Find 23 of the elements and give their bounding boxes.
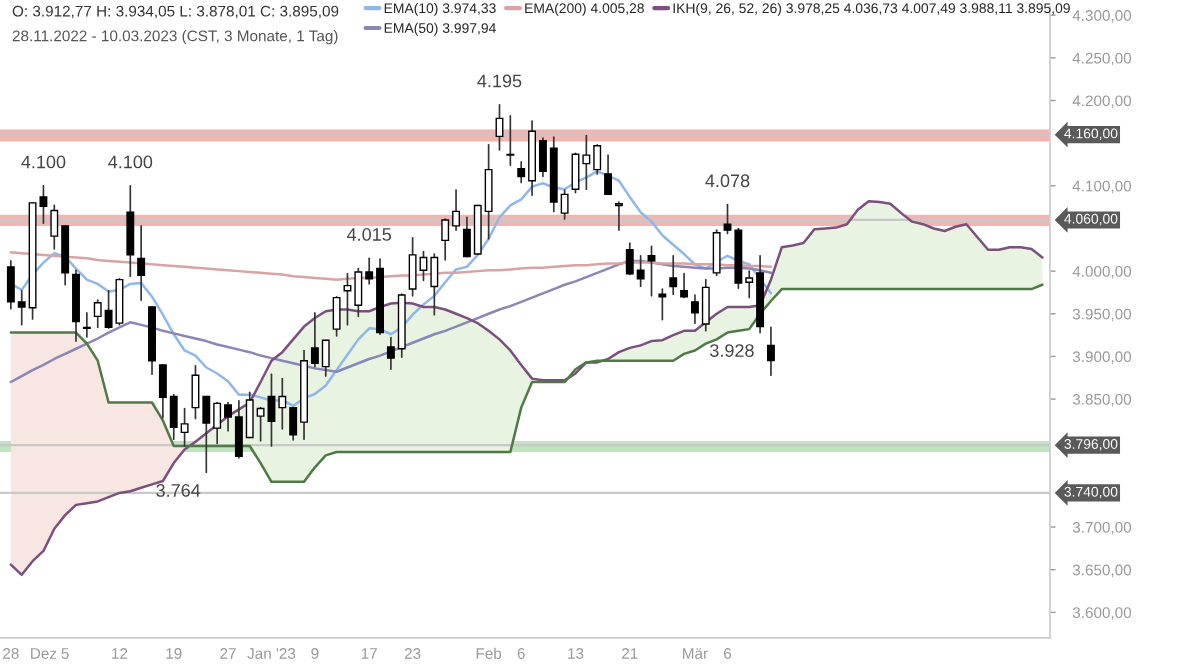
candlestick xyxy=(604,154,613,196)
candlestick xyxy=(126,184,135,278)
candlestick xyxy=(506,115,515,167)
candlestick xyxy=(137,225,146,301)
candlestick xyxy=(712,229,721,277)
annotation: 4.100 xyxy=(108,155,153,169)
annotation: 4.015 xyxy=(347,228,392,241)
annotation: 4.100 xyxy=(21,155,66,169)
annotation: 3.928 xyxy=(710,344,754,357)
candlestick xyxy=(82,312,91,338)
candlestick xyxy=(614,201,623,232)
candlestick xyxy=(680,272,689,299)
annotation: 4.195 xyxy=(477,74,522,88)
annotation: 4.078 xyxy=(705,174,750,188)
candlestick xyxy=(766,326,775,377)
candlestick xyxy=(72,269,80,342)
candlestick xyxy=(658,288,667,321)
candlestick xyxy=(332,295,341,337)
candlestick xyxy=(669,254,678,295)
line-series xyxy=(9,283,1044,484)
line-series xyxy=(9,199,1044,577)
annotation: 3.764 xyxy=(156,484,201,497)
candlestick xyxy=(647,245,656,297)
